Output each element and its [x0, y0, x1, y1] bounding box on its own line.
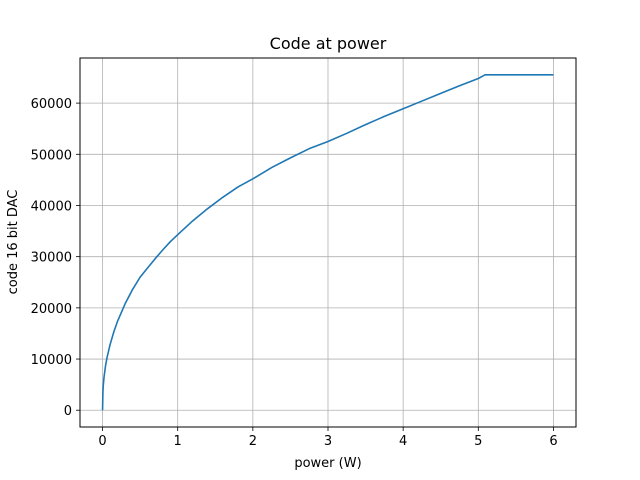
y-tick-label: 50000 — [31, 148, 72, 163]
x-axis-ticks: 0 1 2 3 4 5 6 — [98, 427, 558, 449]
y-tick-label: 30000 — [31, 251, 72, 266]
y-tick-label: 20000 — [31, 302, 72, 317]
x-tick-label: 5 — [474, 434, 482, 449]
series-layer — [101, 73, 554, 411]
y-tick-label: 40000 — [31, 199, 72, 214]
grid-lines — [80, 58, 576, 427]
x-tick-label: 2 — [249, 434, 257, 449]
x-tick-label: 6 — [549, 434, 557, 449]
y-tick-label: 10000 — [31, 353, 72, 368]
y-axis-label: code 16 bit DAC — [6, 190, 21, 295]
x-tick-label: 0 — [98, 434, 106, 449]
y-tick-label: 0 — [64, 404, 72, 419]
chart-title: Code at power — [270, 34, 387, 53]
x-tick-label: 3 — [324, 434, 332, 449]
x-tick-label: 4 — [399, 434, 407, 449]
y-tick-label: 60000 — [31, 97, 72, 112]
y-axis-ticks: 0 10000 20000 30000 40000 50000 60000 — [31, 97, 80, 419]
x-axis-label: power (W) — [294, 456, 361, 471]
series-line-0 — [101, 73, 554, 411]
x-tick-label: 1 — [174, 434, 182, 449]
